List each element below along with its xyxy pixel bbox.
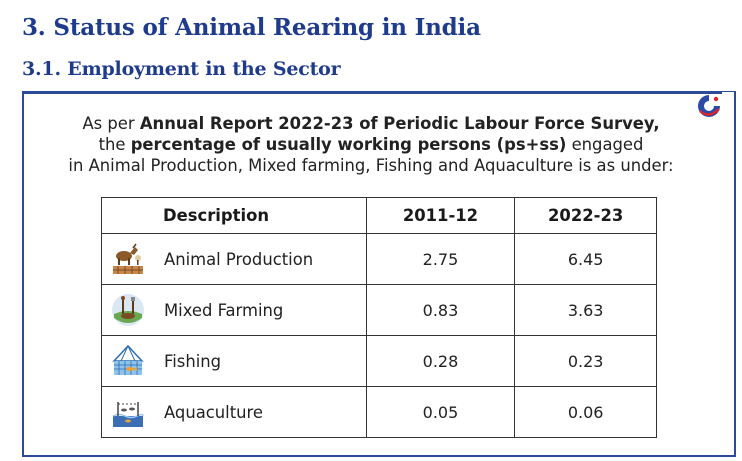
box-top-rule xyxy=(22,91,722,94)
table-row: Aquaculture 0.05 0.06 xyxy=(101,386,657,438)
value-2022-23: 3.63 xyxy=(514,284,657,336)
table-row: Fishing 0.28 0.23 xyxy=(101,335,657,387)
header-2022-23: 2022-23 xyxy=(514,197,657,234)
metric-name: percentage of usually working persons (p… xyxy=(130,135,567,154)
value-2011-12: 0.83 xyxy=(365,284,516,336)
employment-table: Description 2011-12 2022-23 xyxy=(101,197,657,438)
fishing-icon xyxy=(112,344,144,375)
header-2011-12: 2011-12 xyxy=(365,197,516,234)
row-label: Mixed Farming xyxy=(164,300,284,320)
report-name: Annual Report 2022-23 of Periodic Labour… xyxy=(139,114,660,133)
brand-logo-icon xyxy=(697,94,721,118)
row-label: Animal Production xyxy=(164,249,314,269)
table-row: Mixed Farming 0.83 3.63 xyxy=(101,284,657,336)
aquaculture-icon xyxy=(112,402,144,427)
table-row: Animal Production 2.75 6.45 xyxy=(101,233,657,285)
intro-paragraph: As per Annual Report 2022-23 of Periodic… xyxy=(68,114,674,175)
section-subtitle: 3.1. Employment in the Sector xyxy=(22,58,341,80)
table-header-row: Description 2011-12 2022-23 xyxy=(101,197,657,234)
mixed-farming-icon xyxy=(112,294,144,326)
header-description: Description xyxy=(101,197,367,234)
value-2011-12: 2.75 xyxy=(365,233,516,285)
row-label: Fishing xyxy=(164,351,222,371)
value-2022-23: 0.23 xyxy=(514,335,657,387)
value-2022-23: 0.06 xyxy=(514,386,657,438)
animal-production-icon xyxy=(113,243,143,274)
value-2022-23: 6.45 xyxy=(514,233,657,285)
value-2011-12: 0.28 xyxy=(365,335,516,387)
value-2011-12: 0.05 xyxy=(365,386,516,438)
row-label: Aquaculture xyxy=(164,402,263,422)
page-title: 3. Status of Animal Rearing in India xyxy=(22,14,481,41)
